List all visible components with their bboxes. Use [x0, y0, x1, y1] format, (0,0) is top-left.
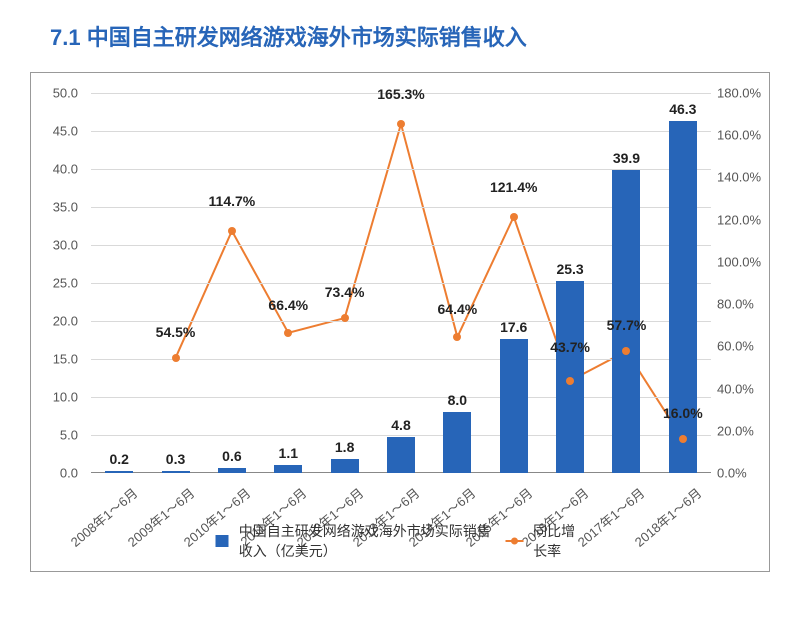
line-path	[176, 124, 683, 439]
bar	[387, 437, 415, 473]
y-left-tick: 45.0	[53, 124, 78, 139]
y-right-tick: 0.0%	[717, 466, 747, 481]
line-value-label: 43.7%	[550, 339, 590, 355]
bar	[274, 465, 302, 473]
bar	[218, 468, 246, 473]
bar-value-label: 17.6	[489, 319, 539, 335]
chart-container: 0.0 5.0 10.0 15.0 20.0 25.0 30.0 35.0 40.0 45.0 50…	[30, 72, 770, 572]
bar-value-label: 39.9	[601, 150, 651, 166]
y-right-tick: 60.0%	[717, 339, 754, 354]
y-right-tick: 80.0%	[717, 297, 754, 312]
line-value-label: 114.7%	[209, 193, 256, 209]
plot-area: 0.2 0.3 0.6 1.1 1.8 4.8 8.0 17.6 25.3 39.9 46.3 54.…	[91, 93, 711, 473]
y-right-tick: 180.0%	[717, 86, 761, 101]
y-left-tick: 50.0	[53, 86, 78, 101]
bar-value-label: 0.2	[94, 451, 144, 467]
bar-value-label: 25.3	[545, 261, 595, 277]
line-value-label: 165.3%	[377, 86, 424, 102]
y-left-tick: 15.0	[53, 352, 78, 367]
y-right-tick: 40.0%	[717, 381, 754, 396]
bar-value-label: 1.8	[320, 439, 370, 455]
y-right-tick: 20.0%	[717, 423, 754, 438]
gridline	[91, 131, 711, 132]
bar-value-label: 46.3	[658, 101, 708, 117]
line-marker	[397, 120, 405, 128]
line-marker	[172, 354, 180, 362]
bar-value-label: 8.0	[432, 392, 482, 408]
y-right-tick: 120.0%	[717, 212, 761, 227]
line-marker	[622, 347, 630, 355]
line-marker	[679, 435, 687, 443]
line-value-label: 54.5%	[156, 324, 196, 340]
legend-line-label: 同比增长率	[533, 521, 584, 561]
y-left-tick: 5.0	[60, 428, 78, 443]
line-value-label: 66.4%	[268, 297, 308, 313]
y-right-tick: 140.0%	[717, 170, 761, 185]
legend-line-swatch	[506, 535, 524, 547]
bar	[162, 471, 190, 473]
bar-value-label: 0.3	[151, 451, 201, 467]
y-right-tick: 160.0%	[717, 128, 761, 143]
y-left-tick: 20.0	[53, 314, 78, 329]
line-marker	[566, 377, 574, 385]
y-left-tick: 10.0	[53, 390, 78, 405]
y-axis-left: 0.05.010.015.020.025.030.035.040.045.050…	[31, 93, 86, 473]
y-left-tick: 0.0	[60, 466, 78, 481]
y-left-tick: 25.0	[53, 276, 78, 291]
legend: 中国自主研发网络游戏海外市场实际销售收入（亿美元） 同比增长率	[216, 521, 585, 561]
line-value-label: 57.7%	[607, 317, 647, 333]
bar	[105, 471, 133, 473]
y-left-tick: 30.0	[53, 238, 78, 253]
bar-value-label: 0.6	[207, 448, 257, 464]
legend-bar-label: 中国自主研发网络游戏海外市场实际销售收入（亿美元）	[239, 521, 496, 561]
bar	[331, 459, 359, 473]
bar-value-label: 4.8	[376, 417, 426, 433]
bar-value-label: 1.1	[263, 445, 313, 461]
line-value-label: 16.0%	[663, 405, 703, 421]
line-marker	[510, 213, 518, 221]
y-left-tick: 35.0	[53, 200, 78, 215]
legend-bar-swatch	[216, 535, 229, 547]
bar	[500, 339, 528, 473]
line-value-label: 121.4%	[490, 179, 537, 195]
bar	[443, 412, 471, 473]
line-value-label: 64.4%	[438, 301, 478, 317]
line-marker	[341, 314, 349, 322]
y-axis-right: 0.0%20.0%40.0%60.0%80.0%100.0%120.0%140.…	[709, 93, 769, 473]
chart-title: 7.1 中国自主研发网络游戏海外市场实际销售收入	[50, 20, 770, 52]
line-marker	[228, 227, 236, 235]
line-marker	[284, 329, 292, 337]
y-left-tick: 40.0	[53, 162, 78, 177]
line-value-label: 73.4%	[325, 284, 365, 300]
y-right-tick: 100.0%	[717, 254, 761, 269]
line-marker	[453, 333, 461, 341]
